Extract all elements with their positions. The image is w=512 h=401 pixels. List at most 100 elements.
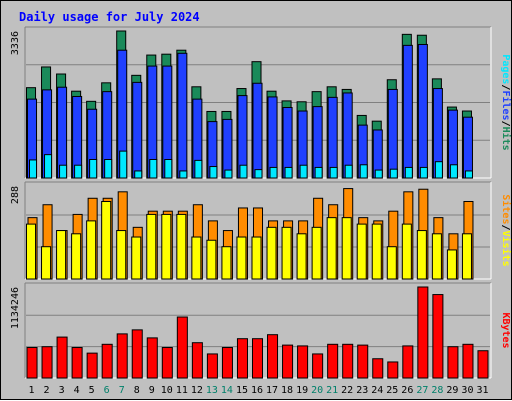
sites-bar [461,233,472,280]
legend-part: Hits [500,127,512,151]
x-tick-label: 6 [104,385,110,396]
kbytes-bar [251,338,264,379]
x-tick-label: 19 [296,385,308,396]
sites-bar [191,236,202,280]
x-tick-label: 23 [356,385,368,396]
files-bar [222,118,233,179]
sites-bar [236,236,247,280]
kbytes-bar [116,333,128,379]
x-tick-label: 25 [386,385,398,396]
pages-bar [404,166,413,179]
kbytes-bar [387,361,399,379]
sites-bar [41,246,52,280]
panel-0-legend: Pages/Files/Hits [500,54,512,150]
sites-bar [71,233,82,280]
kbytes-bar [206,353,218,379]
files-bar [252,82,263,179]
files-bar [417,43,428,179]
pages-bar [389,168,398,179]
kbytes-bar [161,347,173,379]
sites-bar [371,223,382,280]
sites-bar [401,223,412,280]
kbytes-bar [56,336,68,379]
sites-bar [266,226,277,280]
legend-part: / [500,224,511,230]
kbytes-bar [176,316,188,379]
legend-part: Files [500,90,512,120]
x-tick-label: 9 [149,385,155,396]
legend-part: Sites [500,194,512,224]
kbytes-bar [236,338,248,379]
files-bar [387,88,398,179]
sites-bar [116,230,127,280]
kbytes-bar [357,344,369,379]
x-tick-label: 29 [446,385,458,396]
sites-bar [131,236,142,280]
kbytes-bar [221,347,233,379]
x-tick-label: 2 [44,385,50,396]
panel-0-ymax-label: 3336 [10,31,21,55]
kbytes-bar [191,342,203,379]
files-bar [462,116,473,179]
sites-bar [101,201,112,280]
pages-bar [224,169,233,179]
panel-2-legend: KBytes [500,312,511,348]
kbytes-bar [282,344,294,379]
x-tick-label: 10 [161,385,173,396]
pages-bar [314,166,323,179]
x-tick-label: 21 [326,385,338,396]
kbytes-bar [312,353,324,379]
x-tick-label: 16 [251,385,263,396]
sites-bar [311,226,322,280]
x-tick-label: 15 [236,385,248,396]
sites-bar [356,223,367,280]
x-tick-label: 18 [281,385,293,396]
legend-part: Pages [500,54,511,84]
pages-bar [179,170,188,179]
pages-bar [119,150,128,179]
x-tick-label: 26 [401,385,413,396]
legend-part: Visits [500,231,512,267]
pages-bar [464,170,473,179]
pages-bar [449,164,458,179]
x-tick-label: 14 [221,385,233,396]
files-bar [57,86,68,179]
pages-bar [254,169,263,179]
kbytes-bar [86,352,98,379]
sites-bar [176,213,187,280]
x-tick-label: 11 [176,385,188,396]
files-bar [132,81,143,179]
x-tick-label: 13 [206,385,218,396]
kbytes-bar [267,334,279,379]
sites-bar [446,249,457,280]
x-tick-label: 3 [59,385,65,396]
files-bar [327,96,338,179]
pages-bar [194,159,203,179]
pages-bar [284,166,293,179]
pages-bar [74,164,83,179]
sites-bar [221,246,232,280]
kbytes-bar [131,329,143,379]
pages-bar [104,158,113,179]
sites-bar [251,236,262,280]
pages-bar [419,166,428,179]
kbytes-bar [71,347,83,379]
x-tick-label: 1 [29,385,35,396]
kbytes-bar [146,337,158,379]
legend-part: KBytes [500,312,511,348]
x-tick-label: 31 [476,385,488,396]
sites-bar [146,213,157,280]
chart-title: Daily usage for July 2024 [19,10,200,24]
x-tick-label: 27 [416,385,428,396]
sites-bar [416,230,427,280]
sites-bar [326,217,337,280]
kbytes-bar [372,358,384,379]
sites-bar [56,230,67,280]
pages-bar [29,159,38,179]
sites-bar [26,223,37,280]
kbytes-bar [327,343,339,379]
x-tick-label: 7 [119,385,125,396]
sites-bar [386,246,397,280]
